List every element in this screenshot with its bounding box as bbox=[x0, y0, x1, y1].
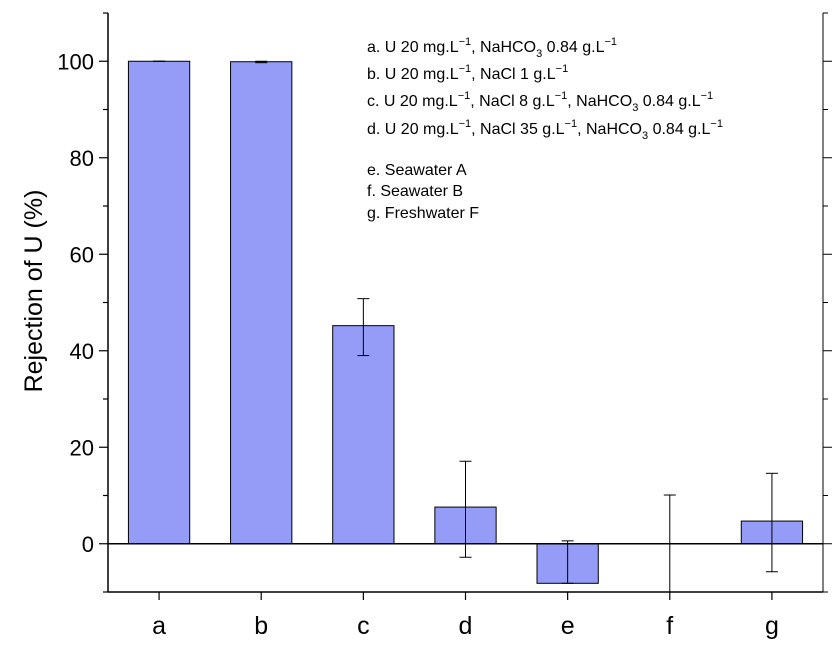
legend-text-part: 0.84 g.L bbox=[648, 121, 710, 138]
legend-item-7: g. Freshwater F bbox=[367, 205, 479, 222]
legend-text-part: 0.84 g.L bbox=[638, 93, 700, 110]
y-tick-label: 0 bbox=[82, 532, 94, 557]
legend-text-part: 3 bbox=[632, 102, 638, 114]
legend-text-part: −1 bbox=[458, 90, 471, 102]
legend-text-part: c. U 20 mg.L bbox=[367, 93, 458, 110]
legend-text-part: f. Seawater B bbox=[367, 183, 463, 200]
bar-a bbox=[127, 60, 191, 545]
bar-b bbox=[230, 61, 293, 545]
legend-item-6: f. Seawater B bbox=[367, 183, 463, 200]
legend-text-part: −1 bbox=[459, 36, 472, 48]
tick-labels-layer: 0 20 40 60 80 100 a b c d e f g bbox=[57, 49, 779, 640]
legend-item-2: b. U 20 mg.L−1, NaCl 1 g.L−1 bbox=[367, 63, 568, 83]
legend-text-part: −1 bbox=[604, 36, 617, 48]
legend-text-part: −1 bbox=[710, 118, 723, 130]
y-tick-label: 100 bbox=[57, 49, 94, 74]
legend-text-part: 0.84 g.L bbox=[542, 39, 604, 56]
legend-text-part: −1 bbox=[556, 63, 569, 75]
x-tick-label-e: e bbox=[561, 612, 575, 640]
legend-text-part: b. U 20 mg.L bbox=[367, 66, 459, 83]
legend-text-part: e. Seawater A bbox=[367, 162, 467, 179]
legend-text-part: , NaHCO bbox=[567, 93, 632, 110]
x-tick-label-c: c bbox=[357, 612, 370, 640]
y-tick-label: 20 bbox=[70, 435, 94, 460]
x-tick-label-b: b bbox=[254, 612, 268, 640]
legend-item-4: d. U 20 mg.L−1, NaCl 35 g.L−1, NaHCO3 0.… bbox=[367, 118, 723, 142]
y-tick-label: 40 bbox=[70, 339, 94, 364]
legend-text-part: a. U 20 mg.L bbox=[367, 39, 459, 56]
legend-text-part: −1 bbox=[565, 118, 578, 130]
legend-item-5: e. Seawater A bbox=[367, 162, 467, 179]
x-tick-label-d: d bbox=[459, 612, 473, 640]
legend-text-part: −1 bbox=[555, 90, 568, 102]
legend-text-part: , NaHCO bbox=[471, 39, 536, 56]
x-tick-label-a: a bbox=[152, 612, 166, 640]
legend-text-part: g. Freshwater F bbox=[367, 205, 479, 222]
legend-text-part: −1 bbox=[701, 90, 714, 102]
legend-text-part: , NaCl 1 g.L bbox=[471, 66, 556, 83]
legend-text-part: −1 bbox=[459, 118, 472, 130]
legend-item-3: c. U 20 mg.L−1, NaCl 8 g.L−1, NaHCO3 0.8… bbox=[367, 90, 713, 114]
x-tick-label-g: g bbox=[765, 612, 779, 640]
legend-text-part: , NaHCO bbox=[577, 121, 642, 138]
y-axis-title: Rejection of U (%) bbox=[20, 190, 48, 393]
ticks-layer bbox=[99, 12, 832, 600]
legend-text-part: , NaCl 8 g.L bbox=[470, 93, 555, 110]
legend-text-part: d. U 20 mg.L bbox=[367, 121, 459, 138]
y-tick-label: 80 bbox=[70, 146, 94, 171]
legend-text-part: −1 bbox=[459, 63, 472, 75]
legend-text-part: 3 bbox=[536, 48, 542, 60]
legend-annotations: a. U 20 mg.L−1, NaHCO3 0.84 g.L−1b. U 20… bbox=[367, 36, 723, 222]
legend-text-part: 3 bbox=[642, 130, 648, 142]
x-tick-label-f: f bbox=[666, 612, 673, 640]
y-tick-label: 60 bbox=[70, 242, 94, 267]
legend-text-part: , NaCl 35 g.L bbox=[471, 121, 564, 138]
bar-c bbox=[332, 325, 395, 545]
legend-item-1: a. U 20 mg.L−1, NaHCO3 0.84 g.L−1 bbox=[367, 36, 617, 60]
